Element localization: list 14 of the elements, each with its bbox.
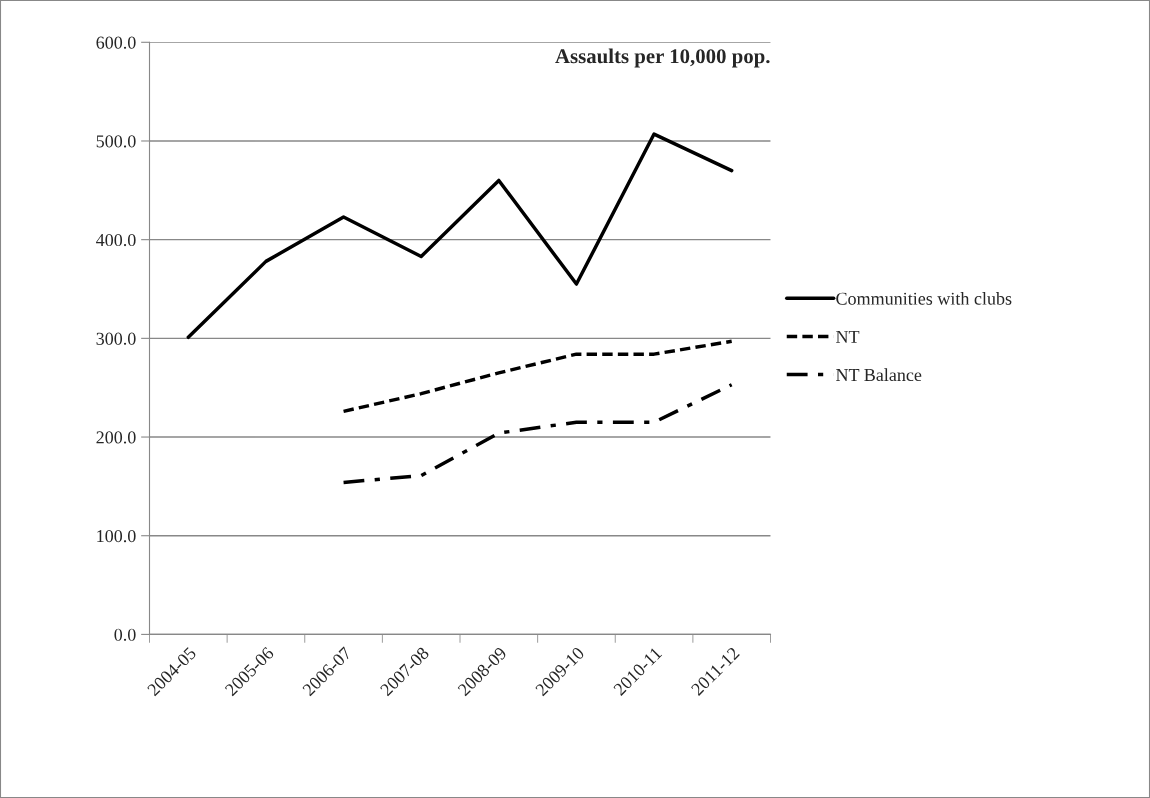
y-tick-label: 500.0: [96, 135, 136, 148]
line-series: [341, 382, 734, 485]
y-tick-label: 0.0: [114, 628, 136, 641]
y-tick-label: 200.0: [96, 431, 136, 444]
legend-label: NT Balance: [836, 368, 922, 382]
chart-title: Assaults per 10,000 pop.: [555, 48, 770, 68]
legend-label: NT: [836, 330, 860, 343]
y-tick-label: 300.0: [96, 332, 136, 345]
line-series: [341, 339, 734, 414]
legend-label: Communities with clubs: [836, 292, 1012, 305]
y-tick-label: 100.0: [97, 529, 136, 543]
y-tick-label: 400.0: [96, 233, 136, 247]
line-series: [186, 132, 734, 340]
y-tick-label: 600.0: [96, 36, 136, 49]
